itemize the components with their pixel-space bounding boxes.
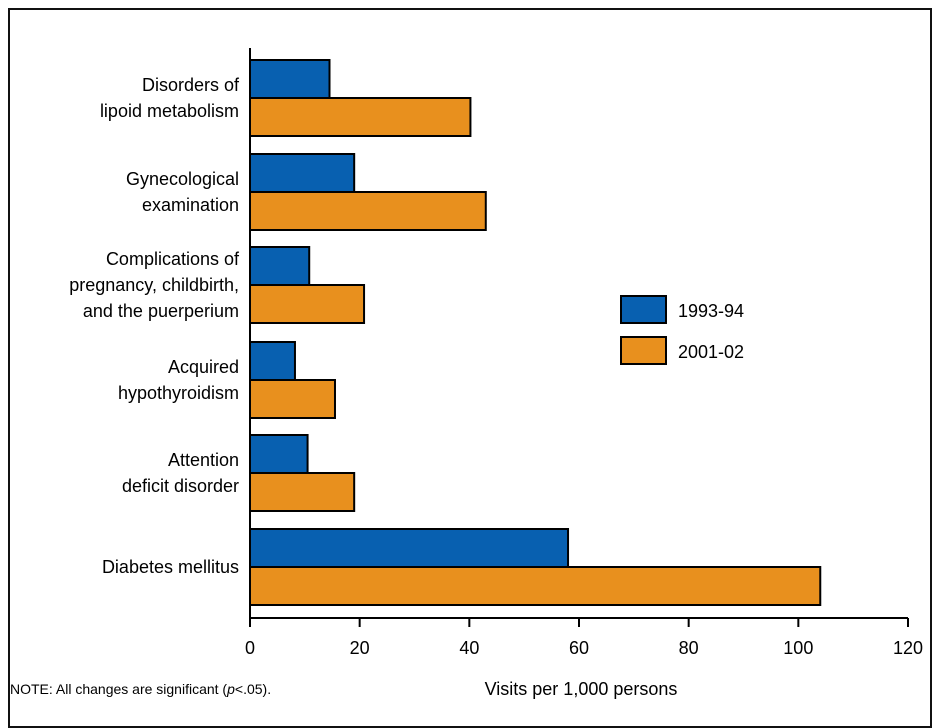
bar-series-1: [249, 246, 311, 286]
category-label: and the puerperium: [83, 301, 239, 321]
bar-series-2: [249, 472, 356, 512]
note-p: p: [227, 681, 235, 697]
bar-series-1: [249, 341, 296, 381]
significance-note: NOTE: All changes are significant (p<.05…: [10, 681, 271, 697]
bar-series-1: [249, 153, 356, 193]
x-tick-label: 80: [679, 638, 699, 658]
bar-series-1: [249, 528, 570, 568]
category-label: lipoid metabolism: [100, 101, 239, 121]
x-axis-title: Visits per 1,000 persons: [485, 679, 678, 699]
x-tick-label: 40: [459, 638, 479, 658]
bar-series-2: [249, 97, 472, 137]
category-label: pregnancy, childbirth,: [69, 275, 239, 295]
category-label: examination: [142, 195, 239, 215]
legend-swatch: [620, 295, 667, 324]
bar-series-2: [249, 284, 366, 324]
legend-label: 2001-02: [678, 342, 744, 362]
category-label: deficit disorder: [122, 476, 239, 496]
bar-series-1: [249, 59, 331, 99]
note-prefix: NOTE: All changes are significant (: [10, 681, 228, 697]
category-label: Disorders of: [142, 75, 240, 95]
bar-series-2: [249, 379, 336, 419]
bar-chart: 0 20 40 60 80 100 120 Disorders of lipoid metabo…: [69, 48, 923, 699]
x-tick-label: 100: [783, 638, 813, 658]
note-suffix: <.05).: [234, 681, 272, 697]
category-label: Acquired: [168, 357, 239, 377]
category-label: Diabetes mellitus: [102, 557, 239, 577]
category-label: hypothyroidism: [118, 383, 239, 403]
category-label: Attention: [168, 450, 239, 470]
legend-swatch: [620, 336, 667, 365]
bar-series-2: [249, 566, 822, 606]
category-label: Gynecological: [126, 169, 239, 189]
bar-series-1: [249, 434, 309, 474]
x-tick-label: 20: [350, 638, 370, 658]
x-tick-label: 120: [893, 638, 923, 658]
x-tick-label: 0: [245, 638, 255, 658]
legend-label: 1993-94: [678, 301, 744, 321]
bar-series-2: [249, 191, 487, 231]
x-tick-label: 60: [569, 638, 589, 658]
category-label: Complications of: [106, 249, 240, 269]
